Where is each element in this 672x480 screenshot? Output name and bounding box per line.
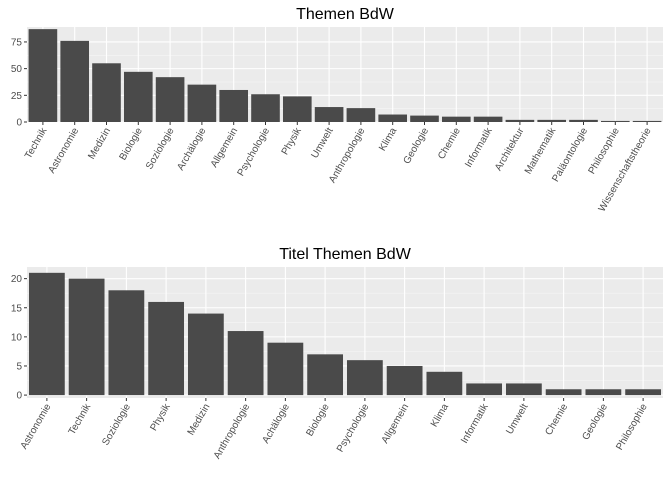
bar-Mathematik — [537, 119, 567, 122]
x-tick-label: Physik — [148, 401, 173, 433]
y-tick-label: 0 — [16, 391, 22, 402]
bar-Biologie — [123, 71, 153, 122]
x-tick-label: Allgemein — [380, 402, 411, 446]
x-tick-label: Umwelt — [309, 126, 335, 161]
x-tick-label: Philosophie — [614, 402, 650, 453]
y-tick-label: 15 — [11, 303, 23, 314]
chart-titel-themen-bdw: Titel Themen BdW 0 5 10 15 20 Astronomie Techn… — [11, 246, 663, 461]
y-tick-label: 75 — [11, 37, 23, 48]
plot-panel — [27, 27, 663, 122]
x-tick-label: Mathematik — [523, 125, 559, 176]
bar-Klima — [378, 114, 408, 122]
x-tick-label: Umwelt — [504, 402, 530, 437]
bar-Philosophie — [625, 389, 662, 396]
bar-Archälogie — [187, 84, 217, 122]
x-tick-label: Allgemein — [209, 126, 240, 170]
x-tick-label: Soziologie — [144, 126, 177, 172]
bar-Informatik — [466, 383, 503, 396]
x-tick-label: Astronomie — [46, 126, 81, 176]
bar-Astronomie — [28, 272, 65, 396]
x-tick-label: Soziologie — [100, 402, 133, 448]
y-tick-label: 50 — [11, 64, 23, 75]
y-tick-label: 25 — [11, 91, 23, 102]
chart-title: Themen BdW — [296, 6, 395, 23]
x-tick-label: Geologie — [402, 126, 432, 167]
bar-Informatik — [473, 116, 503, 122]
bar-Chemie — [545, 389, 582, 396]
x-tick-label: Chemie — [436, 126, 463, 162]
bar-Klima — [426, 371, 463, 396]
bar-Wissenschaftstheorie — [632, 120, 662, 122]
bar-Medizin — [92, 63, 121, 122]
x-tick-label: Technik — [23, 125, 50, 161]
bar-Medizin — [187, 313, 224, 396]
x-tick-label: Chemie — [543, 402, 570, 438]
x-tick-label: Informatik — [463, 125, 495, 169]
x-tick-label: Philosophie — [587, 126, 623, 177]
y-tick-label: 0 — [16, 118, 22, 129]
bar-Anthropologie — [346, 108, 376, 122]
bar-Achälogie — [267, 342, 304, 396]
bar-Psychologie — [251, 94, 280, 122]
bar-Technik — [28, 29, 58, 123]
x-tick-label: Archälogie — [175, 126, 208, 173]
bar-Soziologie — [108, 290, 145, 396]
bar-Geologie — [585, 389, 622, 396]
bar-Physik — [148, 301, 185, 396]
x-tick-label: Klima — [377, 126, 399, 154]
x-tick-label: Biologie — [304, 402, 332, 439]
bar-Allgemein — [219, 89, 249, 122]
bar-Psychologie — [346, 360, 383, 396]
bar-Paläontologie — [569, 119, 598, 122]
bar-Technik — [68, 278, 105, 396]
x-tick-label: Psychologie — [335, 402, 372, 455]
bar-Umwelt — [314, 107, 344, 122]
x-tick-label: Physik — [280, 125, 305, 157]
y-tick-label: 10 — [11, 332, 23, 343]
y-tick-label: 20 — [11, 274, 23, 285]
x-tick-label: Medizin — [86, 126, 113, 161]
x-tick-label: Geologie — [580, 402, 610, 443]
x-tick-label: Architektur — [493, 125, 527, 172]
chart-title: Titel Themen BdW — [279, 246, 412, 263]
x-tick-label: Medizin — [186, 402, 213, 437]
bar-Allgemein — [386, 365, 423, 396]
bar-Physik — [282, 96, 312, 122]
y-tick-label: 5 — [16, 361, 22, 372]
bar-Astronomie — [60, 40, 90, 122]
x-tick-label: Astronomie — [19, 402, 54, 452]
x-tick-label: Klima — [429, 402, 451, 430]
x-tick-label: Technik — [67, 401, 94, 437]
bar-Geologie — [410, 115, 439, 122]
x-tick-label: Biologie — [118, 126, 146, 163]
bar-Architektur — [505, 119, 535, 122]
x-tick-label: Anthropologie — [212, 402, 253, 461]
bar-Umwelt — [505, 383, 542, 396]
bar-Biologie — [307, 354, 344, 396]
x-tick-label: Informatik — [459, 401, 491, 445]
bar-Chemie — [441, 116, 471, 122]
x-tick-label: Psychologie — [236, 126, 273, 179]
x-tick-label: Achälogie — [260, 402, 292, 446]
bar-Anthropologie — [227, 331, 264, 396]
bar-Soziologie — [155, 77, 185, 122]
bar-Philosophie — [600, 120, 630, 122]
